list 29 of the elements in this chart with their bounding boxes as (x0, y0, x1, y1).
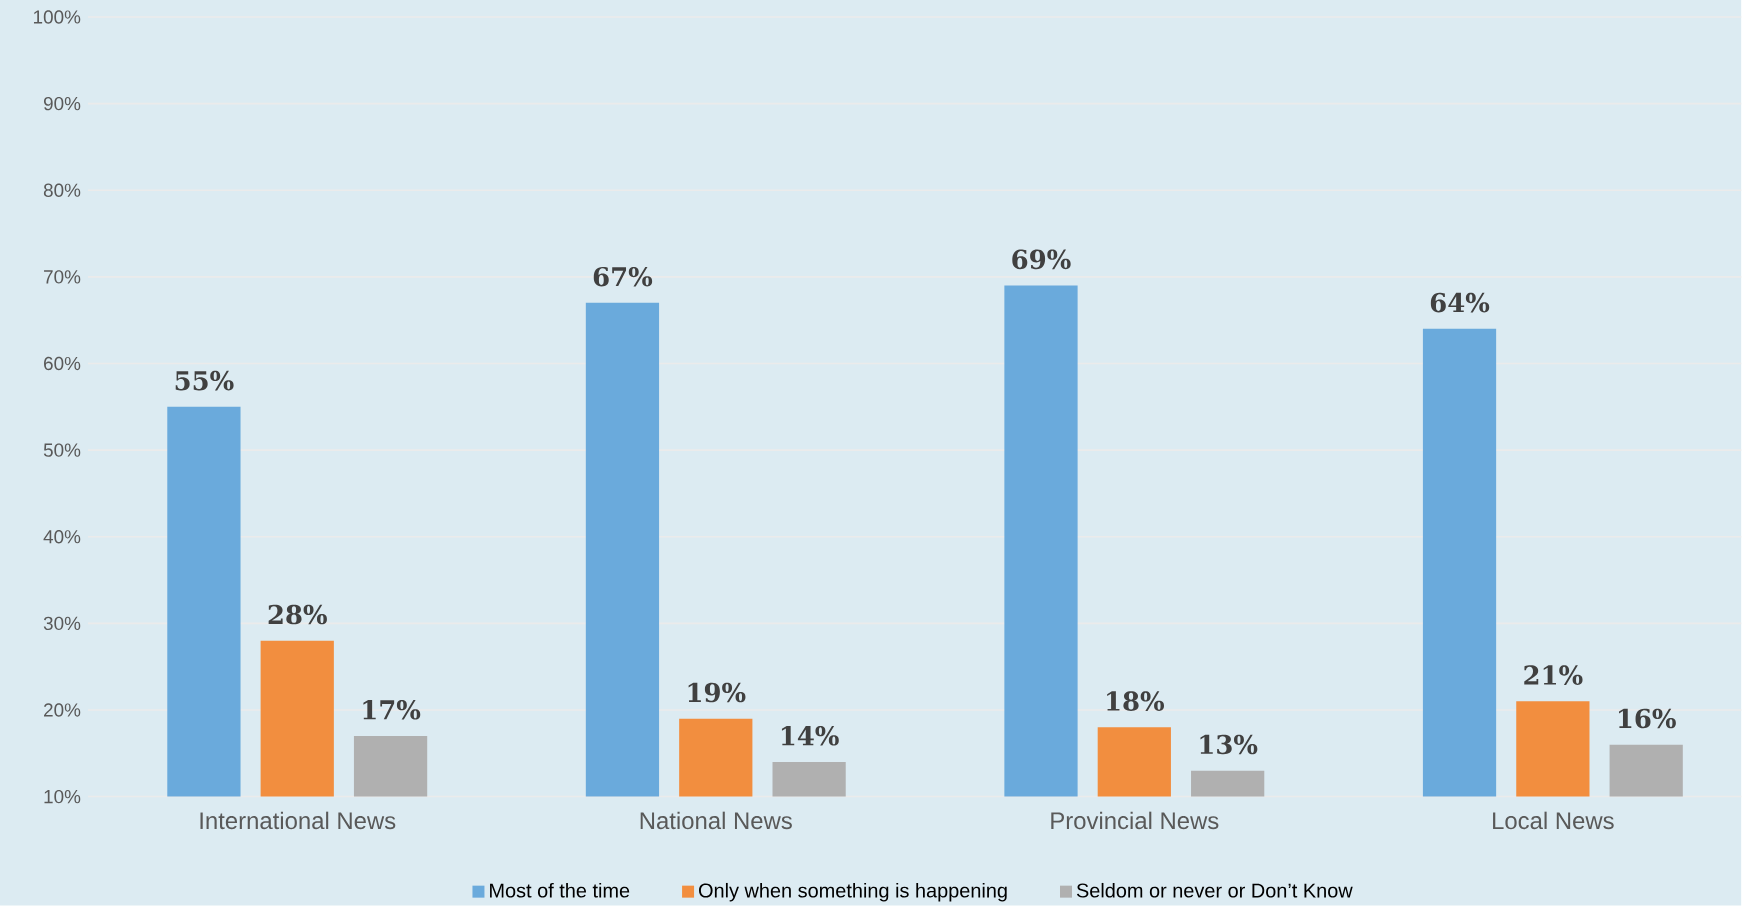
x-tick-label: International News (200, 811, 396, 830)
y-tick-label: 80% (43, 183, 81, 197)
y-tick-label: 10% (44, 789, 81, 804)
data-label: 21% (1524, 665, 1583, 685)
y-tick-label: 60% (44, 356, 81, 371)
y-tick-label: 40% (43, 529, 81, 544)
y-tick-label: 50% (43, 443, 81, 457)
legend-label: Seldom or never or Don’t Know (1076, 882, 1353, 898)
data-label: 18% (1107, 691, 1164, 711)
data-label: 69% (1012, 249, 1071, 269)
x-tick-label: Provincial News (1051, 811, 1219, 830)
data-label: 28% (268, 604, 327, 625)
legend-label: Only when something is happening (698, 882, 1007, 902)
y-tick-label: 90% (43, 96, 81, 111)
legend-label: Most of the time (490, 882, 630, 898)
data-label: 64% (1430, 292, 1490, 313)
y-tick-label: 20% (44, 703, 81, 717)
data-label: 17% (363, 699, 421, 720)
data-label: 19% (688, 682, 746, 703)
data-label: 13% (1200, 734, 1258, 755)
x-tick-label: Local News (1493, 811, 1614, 830)
data-label: 16% (1619, 708, 1676, 729)
y-tick-label: 70% (44, 270, 81, 284)
x-tick-label: National News (640, 811, 792, 830)
data-label: 67% (593, 266, 653, 287)
y-tick-label: 30% (43, 616, 81, 630)
data-label: 14% (781, 725, 839, 746)
data-label: 55% (175, 370, 234, 391)
y-tick-label: 100% (33, 10, 81, 24)
